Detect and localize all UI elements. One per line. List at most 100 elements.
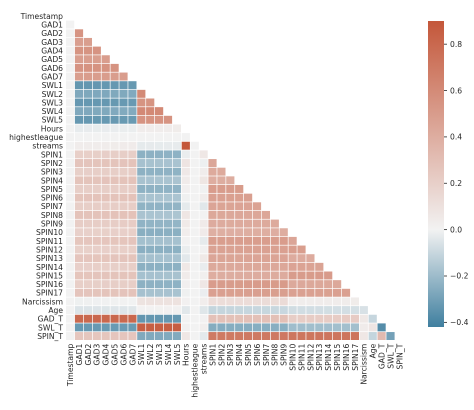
heatmap-cell bbox=[163, 245, 173, 254]
heatmap-cell bbox=[217, 306, 226, 315]
heatmap-cell bbox=[244, 306, 253, 315]
heatmap-cell bbox=[217, 297, 226, 306]
heatmap-cell bbox=[155, 228, 164, 237]
heatmap-cell bbox=[199, 150, 208, 159]
heatmap-cell bbox=[128, 306, 137, 315]
heatmap-cell bbox=[101, 280, 110, 289]
heatmap-cell bbox=[235, 202, 244, 211]
heatmap-cell bbox=[74, 124, 84, 133]
heatmap-cell bbox=[137, 133, 146, 142]
heatmap-cell bbox=[244, 236, 253, 245]
heatmap-cell bbox=[217, 210, 226, 219]
heatmap-cell bbox=[315, 262, 324, 271]
heatmap-cell bbox=[199, 210, 208, 219]
heatmap-cell bbox=[181, 141, 190, 150]
heatmap-cell bbox=[244, 297, 253, 306]
heatmap-cell bbox=[110, 72, 119, 81]
heatmap-cell bbox=[190, 210, 199, 219]
heatmap-cell bbox=[235, 236, 244, 245]
heatmap-cell bbox=[137, 141, 146, 150]
heatmap-cell bbox=[359, 323, 368, 332]
colorbar-tick-label: 0.6 bbox=[450, 86, 462, 95]
heatmap-cell bbox=[333, 323, 342, 332]
heatmap-cell bbox=[190, 219, 199, 228]
heatmap-cell bbox=[110, 98, 119, 107]
heatmap-cell bbox=[155, 141, 164, 150]
heatmap-cell bbox=[208, 332, 217, 340]
heatmap-cell bbox=[244, 262, 253, 271]
heatmap-cell bbox=[315, 271, 324, 280]
heatmap-cell bbox=[199, 323, 208, 332]
heatmap-cell bbox=[128, 280, 137, 289]
heatmap-cell bbox=[110, 228, 119, 237]
heatmap-cell bbox=[74, 219, 84, 228]
heatmap-cell bbox=[137, 314, 146, 323]
heatmap-cell bbox=[226, 271, 235, 280]
x-tick-label: Timestamp bbox=[66, 344, 75, 388]
heatmap-cell bbox=[146, 167, 155, 176]
heatmap-cell bbox=[128, 150, 137, 159]
heatmap-cell bbox=[155, 254, 164, 263]
heatmap-cell bbox=[181, 167, 190, 176]
heatmap-cell bbox=[226, 228, 235, 237]
heatmap-cell bbox=[110, 306, 119, 315]
heatmap-cell bbox=[217, 280, 226, 289]
x-tick-label: SPIN15 bbox=[333, 344, 342, 371]
heatmap-cell bbox=[101, 159, 110, 167]
y-tick-label: SPIN_T bbox=[37, 332, 63, 341]
heatmap-cell bbox=[324, 288, 333, 297]
colorbar-tick-label: 0.8 bbox=[450, 40, 462, 49]
heatmap-cell bbox=[66, 107, 75, 116]
y-tick-labels: TimestampGAD1GAD2GAD3GAD4GAD5GAD6GAD7SWL… bbox=[9, 12, 63, 341]
heatmap-cell bbox=[101, 202, 110, 211]
heatmap-cell bbox=[74, 46, 84, 55]
heatmap-cell bbox=[244, 332, 253, 340]
heatmap-cell bbox=[181, 306, 190, 315]
heatmap-cell bbox=[128, 107, 137, 116]
x-tick-label: Hours bbox=[182, 344, 191, 366]
heatmap-cell bbox=[66, 89, 75, 98]
colorbar-tick-label: 0.4 bbox=[450, 133, 462, 142]
heatmap-cell bbox=[92, 254, 101, 263]
y-tick-label: SPIN4 bbox=[41, 176, 63, 185]
heatmap-cell bbox=[190, 202, 199, 211]
heatmap-cell bbox=[333, 306, 342, 315]
heatmap-cell bbox=[270, 288, 279, 297]
heatmap-cell bbox=[92, 167, 101, 176]
heatmap-cell bbox=[252, 254, 262, 263]
heatmap-cell bbox=[101, 306, 110, 315]
heatmap-cell bbox=[110, 271, 119, 280]
heatmap-cell bbox=[83, 323, 92, 332]
heatmap-cell bbox=[119, 228, 128, 237]
heatmap-cell bbox=[208, 193, 217, 202]
heatmap-cell bbox=[74, 107, 84, 116]
heatmap-cell bbox=[217, 314, 226, 323]
heatmap-cell bbox=[74, 55, 84, 64]
heatmap-cell bbox=[92, 176, 101, 185]
heatmap-cell bbox=[244, 228, 253, 237]
heatmap-cell bbox=[119, 193, 128, 202]
heatmap-cell bbox=[172, 150, 181, 159]
heatmap-cell bbox=[101, 323, 110, 332]
heatmap-cell bbox=[244, 245, 253, 254]
heatmap-cell bbox=[92, 262, 101, 271]
heatmap-cell bbox=[261, 288, 270, 297]
heatmap-cell bbox=[101, 72, 110, 81]
heatmap-cell bbox=[315, 306, 324, 315]
heatmap-cell bbox=[244, 202, 253, 211]
x-tick-label: GAD5 bbox=[111, 344, 120, 366]
heatmap-cell bbox=[74, 254, 84, 263]
heatmap-cell bbox=[155, 297, 164, 306]
heatmap-cell bbox=[137, 185, 146, 193]
heatmap-cell bbox=[110, 323, 119, 332]
heatmap-cell bbox=[155, 176, 164, 185]
heatmap-cell bbox=[92, 81, 101, 90]
x-tick-label: SPIN2 bbox=[217, 344, 226, 366]
heatmap-cell bbox=[155, 210, 164, 219]
heatmap-cell bbox=[101, 63, 110, 72]
heatmap-cell bbox=[297, 280, 306, 289]
heatmap-cell bbox=[190, 228, 199, 237]
heatmap-cell bbox=[66, 29, 75, 38]
heatmap-cell bbox=[83, 89, 92, 98]
heatmap-cell bbox=[199, 288, 208, 297]
